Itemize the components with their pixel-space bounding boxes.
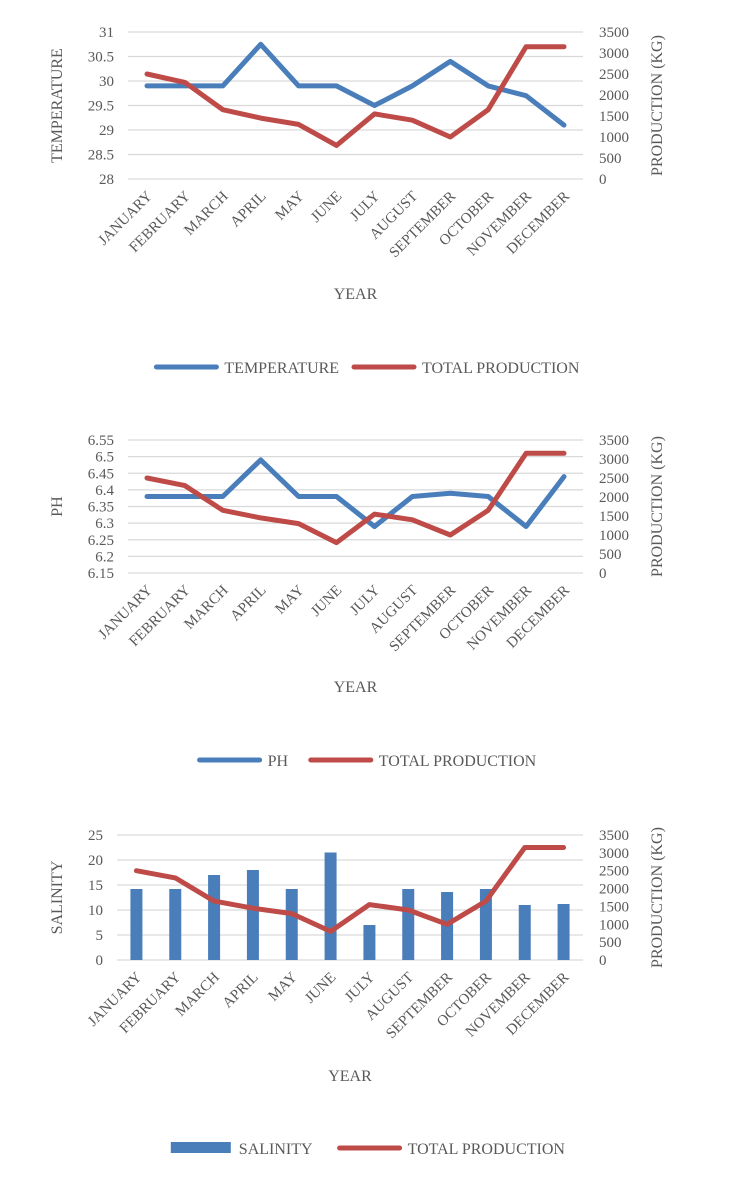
x-axis-title: YEAR <box>334 679 378 696</box>
x-tick-label: JULY <box>342 969 378 1005</box>
y-tick-label: 6.35 <box>88 500 114 516</box>
x-axis-title: YEAR <box>328 1068 372 1085</box>
y2-axis-title: PRODUCTION (KG) <box>649 436 666 577</box>
y2-axis-title: PRODUCTION (KG) <box>649 35 666 176</box>
y-tick-label: 6.15 <box>88 566 114 582</box>
y-tick-label: 15 <box>88 878 103 894</box>
salinity-bar <box>518 905 531 960</box>
y2-tick-label: 3000 <box>599 452 629 468</box>
y-tick-label: 29.5 <box>88 99 114 115</box>
salinity-bar <box>285 889 298 960</box>
y2-tick-label: 1000 <box>599 130 629 146</box>
legend-label: TOTAL PRODUCTION <box>422 360 580 377</box>
y-tick-label: 6.25 <box>88 533 114 549</box>
y2-tick-label: 1500 <box>599 899 629 915</box>
y2-tick-label: 3500 <box>599 433 629 449</box>
y2-tick-label: 0 <box>599 566 607 582</box>
y-tick-label: 6.3 <box>95 516 114 532</box>
chart-3: 05101520250500100015002000250030003500JA… <box>49 827 666 1158</box>
chart-1: 28 28.5 29 29.5 30 30.5 31 0 500 1000 1500 2000 2500… <box>49 25 666 377</box>
salinity-bar <box>208 875 221 960</box>
total-production-line <box>144 44 567 148</box>
salinity-bar <box>169 889 182 960</box>
y2-tick-label: 500 <box>599 935 622 951</box>
x-tick-label: APRIL <box>228 583 270 625</box>
x-tick-label: MAY <box>272 582 307 617</box>
y-axis-title: SALINITY <box>49 860 66 934</box>
salinity-bar <box>557 904 570 960</box>
y-tick-label: 6.2 <box>95 549 114 565</box>
x-axis-title: YEAR <box>334 286 378 303</box>
legend-label: TOTAL PRODUCTION <box>408 1141 566 1158</box>
total-production-line <box>133 845 567 934</box>
x-tick-label: JUNE <box>308 189 345 226</box>
x-tick-label: JUNE <box>302 970 339 1007</box>
x-tick-label: MARCH <box>173 969 223 1019</box>
y2-tick-label: 1500 <box>599 109 629 125</box>
y-tick-label: 0 <box>96 953 104 969</box>
y2-tick-label: 500 <box>599 547 622 563</box>
y-tick-label: 6.45 <box>88 466 114 482</box>
y2-tick-label: 1000 <box>599 528 629 544</box>
x-tick-label: APRIL <box>220 970 262 1012</box>
x-tick-label: APRIL <box>228 189 270 231</box>
y2-tick-label: 0 <box>599 172 607 188</box>
x-tick-label: JUNE <box>308 583 345 620</box>
y2-tick-label: 2000 <box>599 88 629 104</box>
chart-2: 6.156.26.256.36.356.46.456.56.55 0 500 1000… <box>49 433 666 770</box>
legend: TEMPERATURE TOTAL PRODUCTION <box>153 360 580 377</box>
y-axis-title: TEMPERATURE <box>49 48 66 163</box>
y2-tick-label: 2500 <box>599 471 629 487</box>
total-production-line <box>144 450 567 546</box>
legend-swatch <box>170 1142 231 1153</box>
y-tick-label: 31 <box>99 25 114 41</box>
y-tick-label: 28 <box>99 172 114 188</box>
y2-tick-label: 2000 <box>599 490 629 506</box>
legend-label: PH <box>268 753 289 770</box>
y-tick-label: 29 <box>99 123 114 139</box>
salinity-bar <box>324 852 337 960</box>
legend: PH TOTAL PRODUCTION <box>197 753 537 770</box>
legend-label: TEMPERATURE <box>224 360 339 377</box>
y-tick-label: 5 <box>96 928 104 944</box>
y-tick-label: 6.4 <box>95 483 114 499</box>
y2-tick-label: 3500 <box>599 25 629 41</box>
y2-tick-label: 3500 <box>599 828 629 844</box>
y2-tick-label: 2500 <box>599 67 629 83</box>
y-axis-title: PH <box>49 496 66 517</box>
legend-label: SALINITY <box>239 1141 313 1158</box>
y2-axis-title: PRODUCTION (KG) <box>649 827 666 968</box>
x-tick-label: MAY <box>265 969 300 1004</box>
salinity-bar <box>479 889 492 960</box>
y2-tick-label: 3000 <box>599 46 629 62</box>
y-tick-label: 25 <box>88 828 103 844</box>
y2-tick-label: 2000 <box>599 882 629 898</box>
x-tick-label: MAY <box>272 188 307 223</box>
y-tick-label: 20 <box>88 853 103 869</box>
y2-tick-label: 2500 <box>599 864 629 880</box>
legend-label: TOTAL PRODUCTION <box>379 753 537 770</box>
y-tick-label: 6.55 <box>88 433 114 449</box>
y-tick-label: 6.5 <box>95 450 114 466</box>
y-tick-label: 28.5 <box>88 148 114 164</box>
salinity-bar <box>363 925 376 960</box>
y2-tick-label: 500 <box>599 151 622 167</box>
y2-tick-label: 1000 <box>599 917 629 933</box>
y-tick-label: 10 <box>88 903 103 919</box>
salinity-bar <box>130 889 143 960</box>
y2-tick-label: 0 <box>599 953 607 969</box>
y2-tick-label: 1500 <box>599 509 629 525</box>
y-tick-label: 30.5 <box>88 50 114 66</box>
salinity-bar <box>246 870 259 960</box>
y-tick-label: 30 <box>99 74 114 90</box>
y2-tick-label: 3000 <box>599 846 629 862</box>
temperature-line <box>144 41 567 128</box>
salinity-bar <box>402 889 415 960</box>
legend: SALINITY TOTAL PRODUCTION <box>170 1141 566 1158</box>
